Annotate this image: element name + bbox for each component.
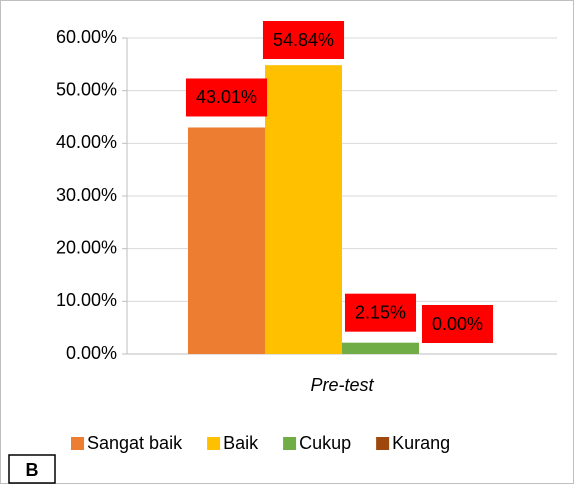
panel-label: B	[26, 460, 39, 480]
y-tick-label: 20.00%	[56, 237, 117, 257]
legend-label: Sangat baik	[87, 433, 183, 453]
legend-label: Kurang	[392, 433, 450, 453]
y-tick-label: 0.00%	[66, 343, 117, 363]
bar	[342, 342, 419, 354]
bar	[188, 127, 265, 354]
legend-swatch	[71, 437, 84, 450]
data-label-box	[185, 78, 268, 117]
data-label: 43.01%	[196, 87, 257, 107]
bar	[265, 65, 342, 355]
legend-swatch	[376, 437, 390, 450]
data-label: 2.15%	[355, 302, 406, 322]
y-tick-label: 50.00%	[56, 79, 117, 99]
legend-label: Baik	[223, 433, 259, 453]
legend-swatch	[283, 437, 297, 450]
data-label-box	[262, 21, 345, 59]
legend-label: Cukup	[299, 433, 351, 453]
x-tick-label: Pre-test	[310, 375, 374, 395]
panel-label-box	[8, 454, 56, 484]
data-label: 54.84%	[273, 30, 334, 50]
legend-swatch	[207, 437, 221, 450]
y-tick-label: 30.00%	[56, 185, 117, 205]
data-label-box	[344, 293, 417, 332]
data-label: 0.00%	[432, 314, 483, 334]
y-tick-label: 10.00%	[56, 290, 117, 310]
data-label-box	[421, 305, 494, 343]
y-tick-label: 60.00%	[56, 27, 117, 47]
y-tick-label: 40.00%	[56, 132, 117, 152]
